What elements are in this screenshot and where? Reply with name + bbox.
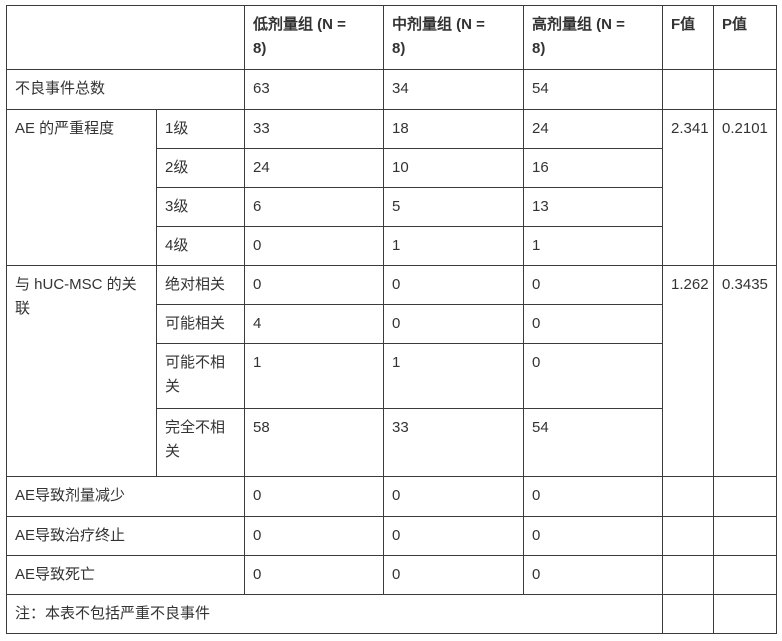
header-row: 低剂量组 (N = 8) 中剂量组 (N = 8) 高剂量组 (N = 8) F… (6, 5, 777, 70)
row-relation-definite: 与 hUC-MSC 的关联 绝对相关 0 0 0 1.262 0.3435 (6, 265, 777, 477)
value-high: 13 (523, 187, 663, 227)
value-high: 0 (523, 476, 663, 517)
section-label-huc-msc-relation: 与 hUC-MSC 的关联 (6, 265, 157, 477)
col-header-mid-dose-group: 中剂量组 (N = 8) (383, 5, 524, 70)
value-low: 24 (244, 148, 384, 188)
value-mid: 0 (383, 304, 524, 344)
row-total-adverse-events: 不良事件总数 63 34 54 (6, 69, 777, 110)
value-high: 0 (523, 555, 663, 595)
sub-label: 4级 (156, 226, 245, 266)
value-mid: 0 (383, 555, 524, 595)
p-value-cell-empty (713, 516, 777, 556)
value-mid: 5 (383, 187, 524, 227)
value-low: 63 (244, 69, 384, 110)
adverse-events-table: 低剂量组 (N = 8) 中剂量组 (N = 8) 高剂量组 (N = 8) F… (6, 5, 777, 634)
value-mid: 1 (383, 343, 524, 409)
p-value-cell: 0.2101 (713, 109, 777, 266)
value-mid: 33 (383, 408, 524, 477)
f-value-cell-empty (662, 476, 714, 517)
row-relation-possible: 可能相关 4 0 0 (7, 304, 777, 344)
row-severity-grade3: 3级 6 5 13 (7, 187, 777, 227)
f-value-cell: 2.341 (662, 109, 714, 266)
value-high: 1 (523, 226, 663, 266)
f-value-cell-empty (662, 516, 714, 556)
value-low: 33 (244, 109, 384, 149)
value-mid: 1 (383, 226, 524, 266)
sub-label: 3级 (156, 187, 245, 227)
value-low: 0 (244, 226, 384, 266)
row-relation-completely-unrelated: 完全不相关 58 33 54 (7, 408, 777, 477)
row-label: AE导致剂量减少 (6, 476, 245, 517)
value-low: 0 (244, 265, 384, 305)
value-high: 54 (523, 69, 663, 110)
col-header-low-dose-group: 低剂量组 (N = 8) (244, 5, 384, 70)
sub-label: 1级 (156, 109, 245, 149)
value-low: 6 (244, 187, 384, 227)
row-label: 不良事件总数 (6, 69, 245, 110)
p-value-cell-empty (713, 476, 777, 517)
p-value-cell: 0.3435 (713, 265, 777, 477)
sub-label: 完全不相关 (156, 408, 245, 477)
row-severity-grade2: 2级 24 10 16 (7, 148, 777, 188)
row-ae-death: AE导致死亡 0 0 0 (6, 555, 777, 595)
value-mid: 0 (383, 476, 524, 517)
row-ae-treatment-termination: AE导致治疗终止 0 0 0 (6, 516, 777, 556)
value-high: 0 (523, 265, 663, 305)
p-value-cell-empty (713, 555, 777, 595)
value-high: 24 (523, 109, 663, 149)
value-mid: 10 (383, 148, 524, 188)
f-value-cell-empty (662, 594, 714, 634)
value-high: 54 (523, 408, 663, 477)
sub-label: 可能相关 (156, 304, 245, 344)
f-value-cell: 1.262 (662, 265, 714, 477)
col-header-p-value: P值 (713, 5, 777, 70)
value-low: 58 (244, 408, 384, 477)
row-severity-grade1: AE 的严重程度 1级 33 18 24 2.341 0.2101 (6, 109, 777, 266)
value-mid: 0 (383, 516, 524, 556)
p-value-cell-empty (713, 594, 777, 634)
row-label: AE导致死亡 (6, 555, 245, 595)
row-label: AE导致治疗终止 (6, 516, 245, 556)
col-header-f-value: F值 (662, 5, 714, 70)
value-low: 1 (244, 343, 384, 409)
value-low: 0 (244, 476, 384, 517)
value-low: 4 (244, 304, 384, 344)
row-ae-dose-reduction: AE导致剂量减少 0 0 0 (6, 476, 777, 517)
row-footnote: 注：本表不包括严重不良事件 (6, 594, 777, 634)
sub-label: 可能不相关 (156, 343, 245, 409)
f-value-cell-empty (662, 69, 714, 110)
sub-label: 2级 (156, 148, 245, 188)
value-high: 16 (523, 148, 663, 188)
table-footnote: 注：本表不包括严重不良事件 (6, 594, 663, 634)
section-label-ae-severity: AE 的严重程度 (6, 109, 157, 266)
value-mid: 0 (383, 265, 524, 305)
f-value-cell-empty (662, 555, 714, 595)
p-value-cell-empty (713, 69, 777, 110)
value-low: 0 (244, 516, 384, 556)
value-low: 0 (244, 555, 384, 595)
value-mid: 34 (383, 69, 524, 110)
value-high: 0 (523, 343, 663, 409)
row-severity-grade4: 4级 0 1 1 (7, 226, 777, 266)
value-high: 0 (523, 304, 663, 344)
col-header-high-dose-group: 高剂量组 (N = 8) (523, 5, 663, 70)
sub-label: 绝对相关 (156, 265, 245, 305)
corner-cell (6, 5, 245, 70)
row-relation-possibly-unrelated: 可能不相关 1 1 0 (7, 343, 777, 409)
value-mid: 18 (383, 109, 524, 149)
value-high: 0 (523, 516, 663, 556)
